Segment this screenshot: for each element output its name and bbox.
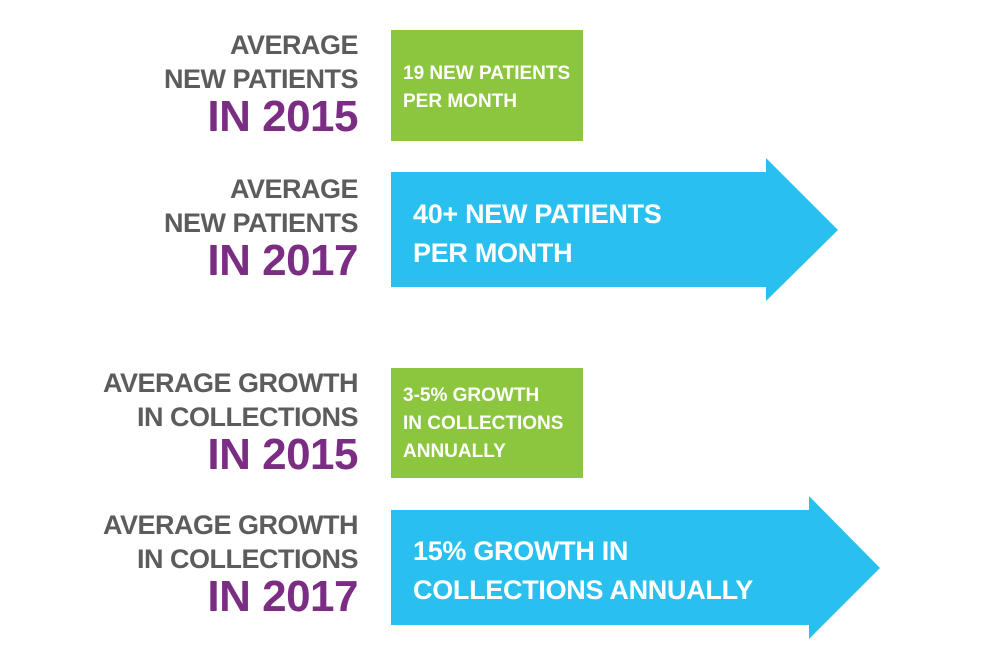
row4-label-line1: AVERAGE GROWTH xyxy=(103,510,359,540)
row3-label-line1: AVERAGE GROWTH xyxy=(103,368,359,398)
row4-value-line2: COLLECTIONS ANNUALLY xyxy=(413,575,754,605)
row3-value-line3: ANNUALLY xyxy=(403,441,506,462)
row2-label: AVERAGE NEW PATIENTS IN 2017 xyxy=(164,172,359,285)
row2-arrow-shape xyxy=(391,158,838,301)
row4-arrow-shape xyxy=(391,496,880,639)
row4-value-line1: 15% GROWTH IN xyxy=(413,536,629,566)
row1-year: IN 2015 xyxy=(207,92,358,141)
row2-value-line1: 40+ NEW PATIENTS xyxy=(413,199,662,229)
row3-value-box: 3-5% GROWTH IN COLLECTIONS ANNUALLY xyxy=(391,368,583,478)
row3-value-line2: IN COLLECTIONS xyxy=(403,413,564,434)
row1-value-line2: PER MONTH xyxy=(403,91,517,112)
row2-label-line1: AVERAGE xyxy=(229,174,359,204)
row4-label: AVERAGE GROWTH IN COLLECTIONS IN 2017 xyxy=(103,508,359,621)
row2-label-line2: NEW PATIENTS xyxy=(164,208,359,238)
row1-value-box: 19 NEW PATIENTS PER MONTH xyxy=(391,30,583,141)
row2-year: IN 2017 xyxy=(207,236,358,285)
row4-value: 15% GROWTH IN COLLECTIONS ANNUALLY xyxy=(413,532,753,610)
row1-value-line1: 19 NEW PATIENTS xyxy=(403,63,571,84)
row4-label-line2: IN COLLECTIONS xyxy=(137,544,359,574)
row3-label-line2: IN COLLECTIONS xyxy=(137,402,359,432)
row2-value-line2: PER MONTH xyxy=(413,238,573,268)
row1-label: AVERAGE NEW PATIENTS IN 2015 xyxy=(164,28,359,141)
row1-label-line1: AVERAGE xyxy=(229,30,359,60)
row3-value-line1: 3-5% GROWTH xyxy=(403,385,540,406)
row3-year: IN 2015 xyxy=(207,430,358,479)
row2-value: 40+ NEW PATIENTS PER MONTH xyxy=(413,195,662,273)
row1-label-line2: NEW PATIENTS xyxy=(164,64,359,94)
row4-year: IN 2017 xyxy=(207,572,358,621)
row3-label: AVERAGE GROWTH IN COLLECTIONS IN 2015 xyxy=(103,366,359,479)
